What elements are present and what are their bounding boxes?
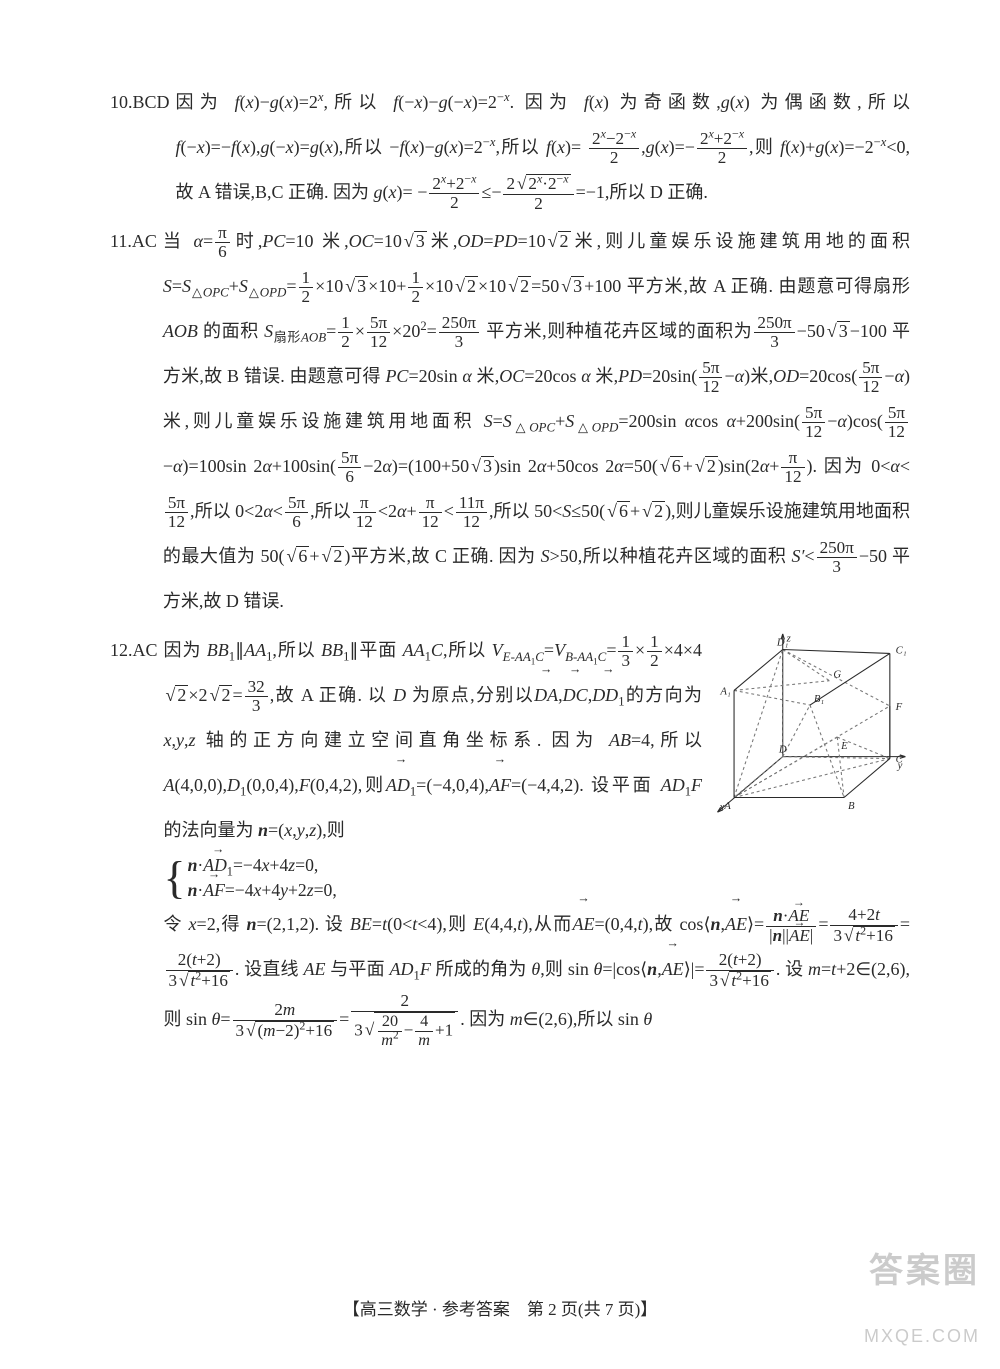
svg-text:E: E [840, 740, 848, 752]
svg-text:A: A [723, 800, 731, 812]
svg-text:G: G [833, 669, 841, 681]
answer-label: AC [133, 640, 158, 660]
page: 10.BCD 因为 f(x)−g(x)=2x,所以 f(−x)−g(−x)=2−… [0, 0, 1000, 1369]
solution-item-12: 12.AC ABCDA₁B₁C₁D₁FEGxyz 因为 BB1∥AA1,所以 B… [110, 628, 910, 1050]
solution-item-10: 10.BCD 因为 f(x)−g(x)=2x,所以 f(−x)−g(−x)=2−… [110, 80, 910, 215]
svg-text:A₁: A₁ [719, 685, 731, 697]
watermark: 答案圈 MXQE.COM [864, 1229, 980, 1359]
svg-text:F: F [895, 701, 903, 713]
svg-text:C₁: C₁ [896, 644, 907, 656]
item-body: 当 α=π6时,PC=10 米,OC=103米,OD=PD=102米,则儿童娱乐… [163, 219, 910, 624]
watermark-line2: MXQE.COM [864, 1314, 980, 1359]
svg-text:B: B [848, 800, 855, 812]
cube-diagram: ABCDA₁B₁C₁D₁FEGxyz [710, 632, 910, 817]
item-number: 11.AC [110, 219, 157, 624]
solution-item-11: 11.AC 当 α=π6时,PC=10 米,OC=103米,OD=PD=102米… [110, 219, 910, 624]
svg-text:x: x [718, 801, 724, 813]
num-text: 12. [110, 640, 133, 660]
svg-text:z: z [786, 633, 792, 645]
item-body: 因为 f(x)−g(x)=2x,所以 f(−x)−g(−x)=2−x. 因为 f… [176, 80, 910, 215]
item-body: ABCDA₁B₁C₁D₁FEGxyz 因为 BB1∥AA1,所以 BB1∥平面 … [164, 628, 910, 1050]
num-text: 11. [110, 231, 132, 251]
page-footer: 【高三数学 · 参考答案 第 2 页(共 7 页)】 [0, 1289, 1000, 1332]
answer-label: AC [132, 231, 157, 251]
num-text: 10. [110, 92, 133, 112]
svg-text:B₁: B₁ [814, 693, 825, 705]
watermark-line1: 答案圈 [864, 1229, 980, 1314]
item-number: 12.AC [110, 628, 158, 1050]
svg-text:D: D [778, 744, 787, 756]
answer-label: BCD [133, 92, 170, 112]
svg-text:y: y [897, 759, 903, 771]
item-number: 10.BCD [110, 80, 170, 215]
